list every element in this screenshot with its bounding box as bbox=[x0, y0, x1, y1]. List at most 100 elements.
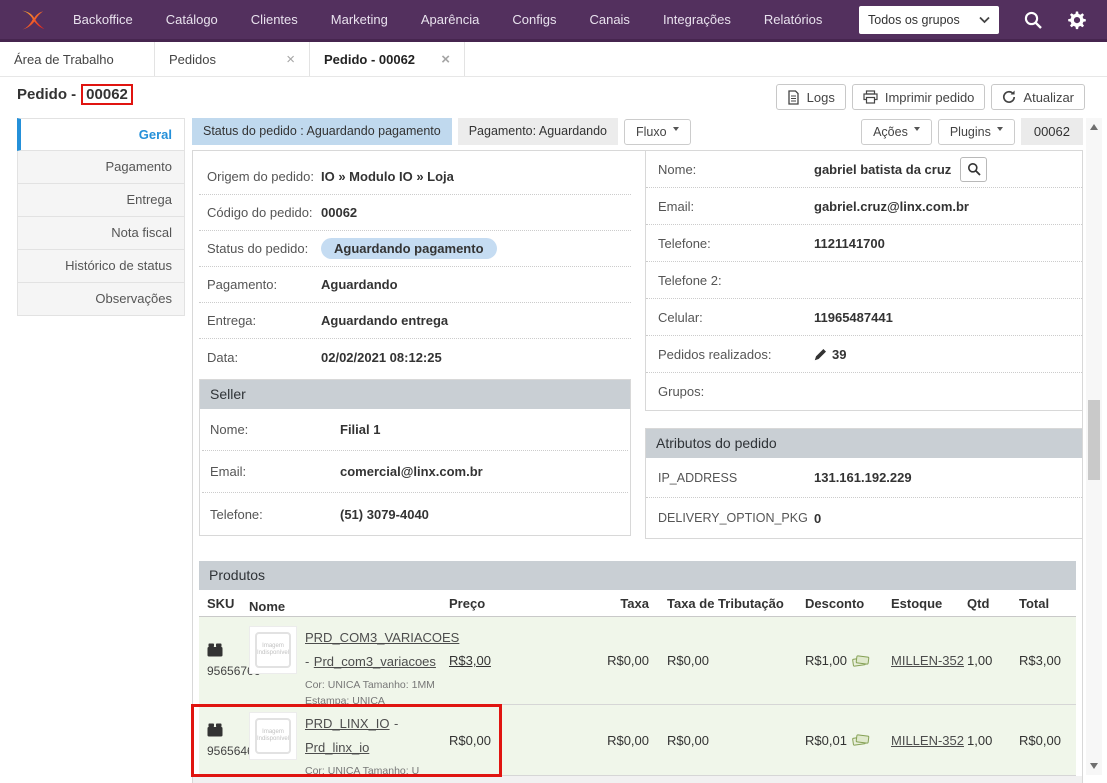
sidebar-item-observacoes[interactable]: Observações bbox=[17, 283, 185, 316]
nav-item-marketing[interactable]: Marketing bbox=[330, 12, 388, 27]
seller-row: Nome: Filial 1 bbox=[202, 409, 628, 451]
seller-label: Email: bbox=[210, 464, 247, 479]
product-box-icon bbox=[207, 643, 223, 657]
linx-logo-icon bbox=[20, 6, 47, 33]
detail-row: Entrega: Aguardando entrega bbox=[199, 303, 631, 339]
order-attributes-card: Atributos do pedido IP_ADDRESS 131.161.1… bbox=[645, 428, 1082, 539]
col-qtd: Qtd bbox=[967, 595, 990, 611]
product-qty: 1,00 bbox=[967, 653, 993, 668]
sidebar-item-nota-fiscal[interactable]: Nota fiscal bbox=[17, 217, 185, 250]
gear-icon[interactable] bbox=[1067, 10, 1087, 30]
print-order-button[interactable]: Imprimir pedido bbox=[851, 84, 986, 110]
tab-area-de-trabalho[interactable]: Área de Trabalho bbox=[0, 42, 155, 76]
vertical-scrollbar[interactable] bbox=[1086, 118, 1102, 775]
orders-count: 39 bbox=[832, 346, 847, 362]
sidebar-item-historico-de-status[interactable]: Histórico de status bbox=[17, 250, 185, 283]
customer-row: Nome: gabriel batista da cruz bbox=[646, 151, 1082, 188]
product-sku: 95656465 bbox=[207, 743, 261, 758]
detail-row: Data: 02/02/2021 08:12:25 bbox=[199, 339, 631, 375]
group-select[interactable]: Todos os grupos bbox=[859, 5, 999, 34]
nav-item-clientes[interactable]: Clientes bbox=[250, 12, 298, 27]
logs-button[interactable]: Logs bbox=[775, 84, 846, 110]
customer-email: gabriel.cruz@linx.com.br bbox=[814, 198, 969, 214]
logs-label: Logs bbox=[806, 89, 835, 105]
nav-item-canais[interactable]: Canais bbox=[589, 12, 630, 27]
customer-label: Email: bbox=[658, 198, 695, 214]
page-title: Pedido - 00062 bbox=[17, 84, 133, 105]
sidebar-item-pagamento[interactable]: Pagamento bbox=[17, 151, 185, 184]
thumbnail-placeholder-text: Imagem Indisponível bbox=[255, 718, 291, 754]
sidebar-item-entrega[interactable]: Entrega bbox=[17, 184, 185, 217]
thumbnail-placeholder-text: Imagem Indisponível bbox=[255, 632, 291, 668]
top-navbar: Backoffice Catálogo Clientes Marketing A… bbox=[0, 0, 1107, 42]
scroll-up-arrow-icon[interactable] bbox=[1090, 124, 1098, 130]
customer-search-button[interactable] bbox=[960, 156, 988, 182]
sidebar-item-geral[interactable]: Geral bbox=[17, 118, 185, 151]
nav-item-relatorios[interactable]: Relatórios bbox=[763, 12, 823, 27]
product-price-link[interactable]: R$3,00 bbox=[449, 653, 491, 668]
order-sidebar: Geral Pagamento Entrega Nota fiscal Hist… bbox=[17, 118, 185, 316]
detail-label: Data: bbox=[207, 349, 239, 365]
product-stock-link[interactable]: MILLEN-352 bbox=[891, 653, 964, 668]
refresh-button[interactable]: Atualizar bbox=[991, 84, 1085, 110]
order-code-value: 00062 bbox=[321, 205, 358, 220]
caret-down-icon bbox=[913, 127, 920, 131]
nav-item-catalogo[interactable]: Catálogo bbox=[165, 12, 218, 27]
pencil-icon[interactable] bbox=[814, 348, 827, 361]
customer-row: Telefone: 1121141700 bbox=[646, 225, 1082, 262]
scroll-down-arrow-icon[interactable] bbox=[1090, 763, 1098, 769]
print-label: Imprimir pedido bbox=[884, 89, 975, 105]
search-icon bbox=[967, 163, 981, 176]
product-subname-link[interactable]: Prd_linx_io bbox=[305, 740, 370, 755]
nav-item-integracoes[interactable]: Integrações bbox=[662, 12, 731, 27]
tab-pedidos[interactable]: Pedidos × bbox=[155, 42, 310, 76]
tab-label: Pedidos bbox=[169, 51, 216, 67]
status-right-group: Ações Plugins 00062 bbox=[861, 118, 1083, 145]
col-desconto: Desconto bbox=[805, 595, 865, 611]
col-taxa: Taxa bbox=[620, 595, 649, 611]
scrollbar-thumb[interactable] bbox=[1088, 400, 1100, 480]
col-estoque: Estoque bbox=[891, 595, 943, 611]
payment-status-badge: Pagamento: Aguardando bbox=[457, 118, 619, 145]
customer-label: Nome: bbox=[658, 161, 697, 177]
nav-item-backoffice[interactable]: Backoffice bbox=[73, 12, 133, 27]
customer-phone: 1121141700 bbox=[814, 235, 885, 251]
payment-value: Aguardando bbox=[321, 277, 398, 292]
detail-label: Código do pedido: bbox=[207, 205, 313, 220]
customer-row: Email: gabriel.cruz@linx.com.br bbox=[646, 188, 1082, 225]
seller-row: Email: comercial@linx.com.br bbox=[202, 451, 628, 493]
product-total: R$3,00 bbox=[1019, 653, 1061, 668]
close-icon[interactable]: × bbox=[441, 50, 450, 68]
search-icon[interactable] bbox=[1023, 10, 1043, 30]
fluxo-dropdown-button[interactable]: Fluxo bbox=[624, 118, 691, 145]
col-sku: SKU bbox=[207, 595, 235, 611]
plugins-dropdown-button[interactable]: Plugins bbox=[937, 118, 1015, 145]
customer-row: Celular: 11965487441 bbox=[646, 299, 1082, 336]
col-taxa-tributacao: Taxa de Tributação bbox=[667, 595, 784, 611]
product-row: 95656766 Imagem Indisponível PRD_COM3_VA… bbox=[199, 617, 1076, 707]
customer-row: Telefone 2: bbox=[646, 262, 1082, 299]
customer-card: Nome: gabriel batista da cruz Email: gab… bbox=[645, 151, 1082, 411]
product-discount: R$0,01 bbox=[805, 732, 847, 748]
caret-down-icon bbox=[672, 127, 679, 131]
nav-item-aparencia[interactable]: Aparência bbox=[420, 12, 480, 27]
order-details-list: Origem do pedido: IO » Modulo IO » Loja … bbox=[199, 159, 631, 375]
acoes-dropdown-button[interactable]: Ações bbox=[861, 118, 932, 145]
product-stock-link[interactable]: MILLEN-352 bbox=[891, 732, 964, 748]
tab-pedido-00062[interactable]: Pedido - 00062 × bbox=[310, 42, 465, 76]
money-icon bbox=[852, 734, 870, 746]
product-name-link[interactable]: PRD_COM3_VARIACOES bbox=[305, 630, 460, 645]
product-subname-link[interactable]: Prd_com3_variacoes bbox=[313, 654, 436, 669]
product-name-link[interactable]: PRD_LINX_IO bbox=[305, 716, 390, 731]
close-icon[interactable]: × bbox=[286, 50, 295, 68]
detail-label: Pagamento: bbox=[207, 277, 278, 292]
product-box-icon bbox=[207, 723, 223, 736]
fluxo-label: Fluxo bbox=[636, 124, 667, 139]
order-code-box: 00062 bbox=[1020, 118, 1083, 145]
plugins-label: Plugins bbox=[949, 124, 991, 139]
money-icon bbox=[852, 654, 870, 667]
nav-item-configs[interactable]: Configs bbox=[512, 12, 557, 27]
status-row: Status do pedido : Aguardando pagamento … bbox=[192, 118, 1083, 145]
header-buttons: Logs Imprimir pedido Atualizar bbox=[775, 84, 1085, 110]
detail-label: Status do pedido: bbox=[207, 241, 309, 256]
